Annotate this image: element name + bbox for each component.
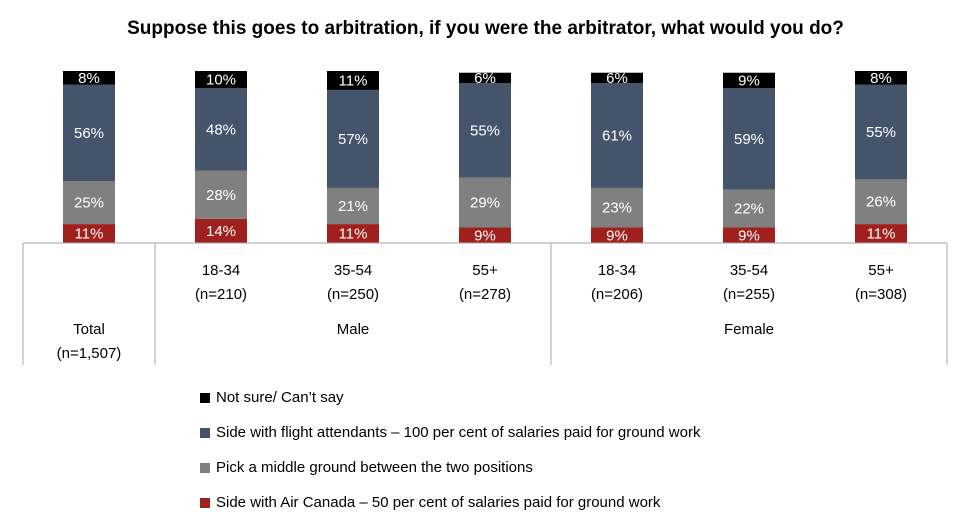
data-label: 55% (470, 122, 500, 139)
category-table: 18-34 (n=210) 35-54 (n=250) 55+ (n=278) 18-34 (… (22, 242, 948, 365)
bar-segment (63, 181, 115, 225)
bar-segment (855, 84, 907, 180)
group-label: Female (724, 321, 774, 338)
bar-segment (723, 189, 775, 228)
bars-layer: 11% 25% 56% 8% 14% 28% 48% 10% 11% 21% 57% 11% 9% 29%… (63, 70, 907, 244)
data-label: 26% (866, 194, 896, 211)
category-label: 18-34 (202, 262, 240, 279)
data-label: 6% (606, 70, 628, 87)
bar-segment (855, 224, 907, 243)
data-label: 48% (206, 121, 236, 138)
data-label: 23% (602, 200, 632, 217)
group-sublabel: (n=1,507) (57, 345, 122, 362)
bar-segment (195, 218, 247, 243)
legend-swatch (200, 497, 210, 508)
data-label: 55% (866, 124, 896, 141)
legend-swatch (200, 427, 210, 438)
legend-label: Pick a middle ground between the two pos… (216, 459, 533, 476)
bar-segment (63, 84, 115, 182)
data-label: 8% (870, 70, 892, 87)
data-label: 9% (606, 227, 628, 244)
category-label: 18-34 (598, 262, 636, 279)
data-label: 11% (867, 226, 896, 243)
data-label: 22% (734, 201, 764, 218)
bar-segment (459, 72, 511, 84)
legend-label: Side with Air Canada – 50 per cent of sa… (216, 494, 661, 511)
bar-segment (459, 227, 511, 243)
legend-item: Pick a middle ground between the two pos… (200, 450, 700, 485)
legend-item: Side with flight attendants – 100 per ce… (200, 415, 700, 450)
data-label: 9% (738, 72, 760, 89)
chart-title: Suppose this goes to arbitration, if you… (127, 18, 844, 39)
data-label: 29% (470, 195, 500, 212)
category-label: 35-54 (730, 262, 768, 279)
bar-segment (459, 83, 511, 178)
category-n-label: (n=206) (591, 286, 643, 303)
bar-segment (327, 71, 379, 90)
bar-segment (855, 179, 907, 225)
bar-segment (195, 88, 247, 171)
bar-segment (591, 72, 643, 84)
data-label: 10% (206, 72, 236, 89)
bar-segment (327, 224, 379, 243)
data-label: 57% (338, 131, 368, 148)
data-label: 11% (339, 72, 368, 89)
category-n-label: (n=210) (195, 286, 247, 303)
bar-segment (63, 71, 115, 85)
bar-segment (195, 71, 247, 89)
data-label: 9% (738, 227, 760, 244)
bar-segment (591, 83, 643, 188)
data-label: 9% (474, 227, 496, 244)
bar-segment (723, 227, 775, 243)
data-label: 61% (602, 128, 632, 145)
bar-segment (459, 177, 511, 228)
bar-segment (723, 72, 775, 89)
bar-segment (195, 170, 247, 219)
category-n-label: (n=278) (459, 286, 511, 303)
category-n-label: (n=308) (855, 286, 907, 303)
data-label: 56% (74, 125, 104, 142)
data-label: 8% (78, 70, 100, 87)
legend-label: Not sure/ Can’t say (216, 389, 344, 406)
legend-swatch (200, 462, 210, 473)
bar-segment (591, 187, 643, 228)
bar-segment (591, 227, 643, 243)
category-label: 55+ (472, 262, 498, 279)
data-label: 11% (339, 226, 368, 243)
category-n-label: (n=255) (723, 286, 775, 303)
data-label: 11% (75, 226, 104, 243)
bar-segment (327, 89, 379, 188)
group-label: Male (337, 321, 370, 338)
data-label: 6% (474, 70, 496, 87)
legend-label: Side with flight attendants – 100 per ce… (216, 424, 701, 441)
legend-item: Not sure/ Can’t say (200, 380, 700, 415)
category-label: 55+ (868, 262, 894, 279)
data-label: 14% (206, 223, 236, 240)
category-n-label: (n=250) (327, 286, 379, 303)
legend: Not sure/ Can’t say Side with flight atte… (200, 380, 700, 520)
legend-item: Side with Air Canada – 50 per cent of sa… (200, 485, 700, 520)
bar-segment (327, 187, 379, 225)
category-label: 35-54 (334, 262, 372, 279)
data-label: 59% (734, 131, 764, 148)
legend-swatch (200, 392, 210, 403)
group-label: Total (73, 321, 105, 338)
bar-segment (855, 71, 907, 85)
data-label: 25% (74, 195, 104, 212)
data-label: 21% (338, 198, 368, 215)
bar-segment (63, 224, 115, 243)
bar-segment (723, 88, 775, 190)
data-label: 28% (206, 187, 236, 204)
